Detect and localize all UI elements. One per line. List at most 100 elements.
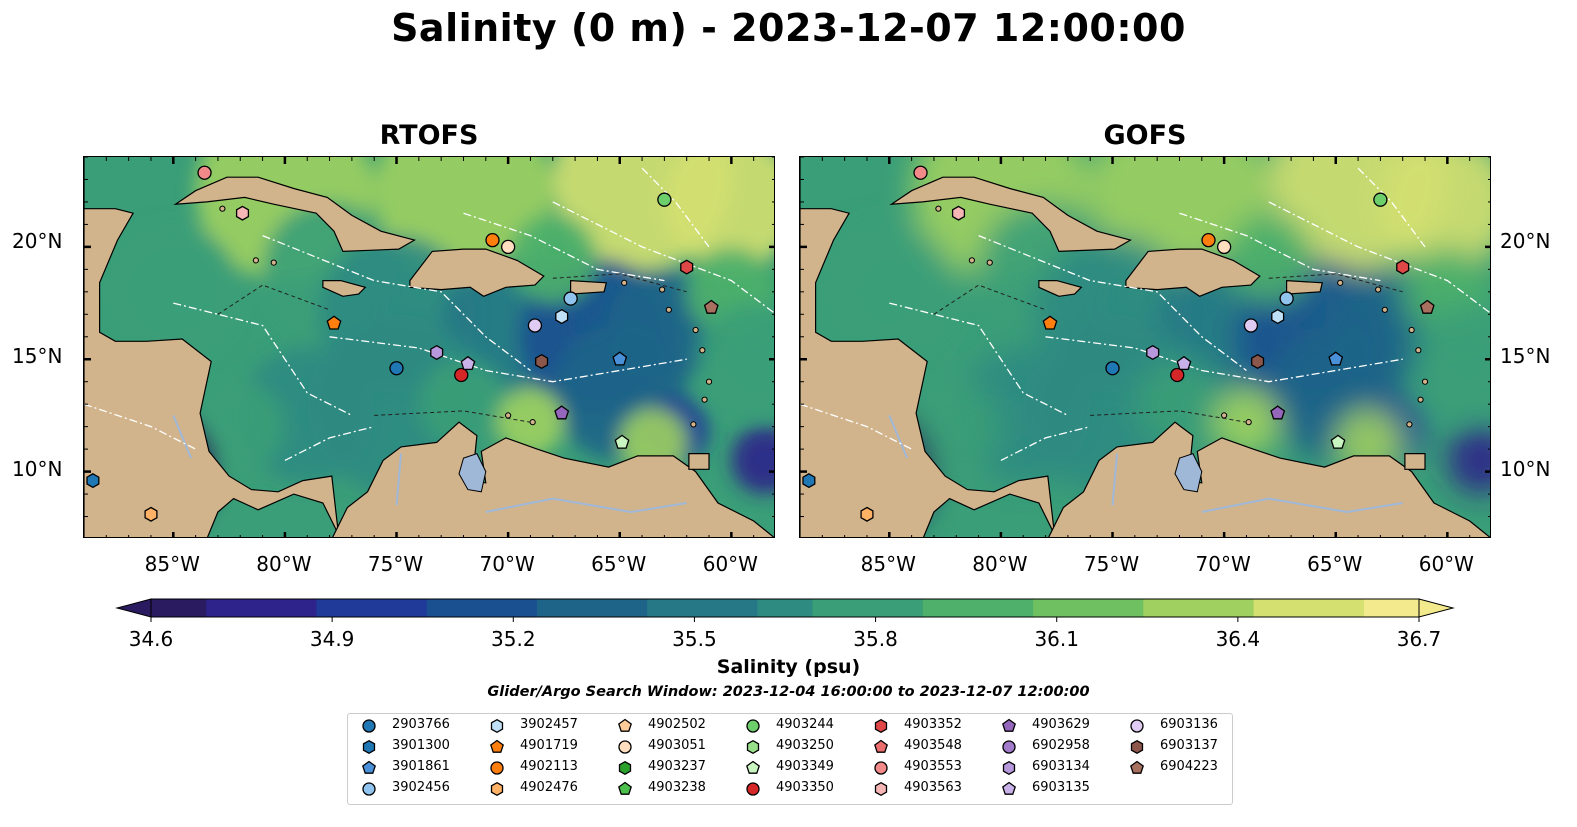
legend-marker-pentagon-icon[interactable]	[618, 781, 632, 795]
legend-label: 4903548	[904, 738, 962, 753]
legend-marker-circle-icon[interactable]	[1002, 740, 1016, 754]
float-marker-6904223[interactable]	[703, 299, 719, 314]
float-marker-2903766[interactable]	[389, 361, 404, 376]
panel-title-gofs: GOFS	[1103, 120, 1187, 151]
float-marker-3902457[interactable]	[1271, 308, 1285, 325]
float-marker-6903134[interactable]	[1146, 344, 1160, 361]
legend-marker-circle-icon[interactable]	[362, 719, 376, 733]
float-marker-6903137[interactable]	[1251, 353, 1265, 370]
colorbar-extend-min	[115, 598, 152, 618]
x-tick-gofs-5: 60°W	[1418, 552, 1474, 576]
map-panel-rtofs[interactable]	[83, 156, 775, 538]
float-marker-3901300[interactable]	[802, 473, 816, 489]
float-marker-3902456[interactable]	[563, 291, 578, 306]
legend-label: 4902476	[520, 780, 578, 795]
float-marker-6903135[interactable]	[460, 355, 476, 371]
float-marker-6903136[interactable]	[1243, 318, 1259, 333]
legend-marker-pentagon-icon[interactable]	[746, 760, 760, 774]
legend-marker-pentagon-icon[interactable]	[618, 718, 632, 732]
legend-marker-hexagon-icon[interactable]	[746, 739, 760, 755]
float-marker-3901861[interactable]	[1328, 351, 1344, 366]
float-marker-6903136[interactable]	[527, 318, 543, 333]
float-marker-4903350[interactable]	[1170, 367, 1185, 383]
legend-label: 4903244	[776, 717, 834, 732]
legend-label: 3901861	[392, 759, 450, 774]
legend-marker-pentagon-icon[interactable]	[1130, 760, 1144, 774]
legend-label: 6903136	[1160, 717, 1218, 732]
legend-marker-hexagon-icon[interactable]	[874, 781, 888, 797]
float-marker-4903553[interactable]	[197, 165, 212, 180]
x-tick-gofs-4: 65°W	[1307, 552, 1363, 576]
x-tick-gofs-2: 75°W	[1083, 552, 1140, 576]
legend-marker-hexagon-icon[interactable]	[490, 718, 504, 734]
legend-marker-hexagon-icon[interactable]	[1130, 739, 1144, 755]
x-tick-rtofs-5: 60°W	[702, 552, 758, 576]
colorbar-segment	[151, 599, 207, 617]
legend-marker-pentagon-icon[interactable]	[362, 760, 376, 774]
legend-marker-pentagon-icon[interactable]	[1002, 718, 1016, 732]
legend-label: 4903250	[776, 738, 834, 753]
float-marker-4902476[interactable]	[144, 506, 158, 522]
legend-marker-pentagon-icon[interactable]	[874, 739, 888, 753]
float-marker-4903629[interactable]	[1270, 405, 1286, 420]
legend-marker-circle-icon[interactable]	[1130, 719, 1144, 733]
float-marker-4903051[interactable]	[1216, 239, 1232, 255]
legend-marker-hexagon-icon[interactable]	[874, 718, 888, 734]
legend-marker-circle-icon[interactable]	[746, 782, 760, 796]
x-tick-rtofs-3: 70°W	[479, 552, 535, 576]
float-marker-6903134[interactable]	[430, 344, 444, 361]
float-marker-4903244[interactable]	[1373, 192, 1388, 207]
float-marker-4903563[interactable]	[235, 205, 250, 221]
float-marker-4902476[interactable]	[860, 506, 874, 522]
legend-marker-circle-icon[interactable]	[362, 782, 376, 796]
figure-title: Salinity (0 m) - 2023-12-07 12:00:00	[391, 6, 1186, 50]
float-marker-4903563[interactable]	[951, 205, 966, 221]
legend-marker-hexagon-icon[interactable]	[618, 760, 632, 776]
float-marker-3902456[interactable]	[1279, 291, 1294, 306]
colorbar-segment	[647, 599, 703, 617]
float-marker-4903051[interactable]	[500, 239, 516, 255]
colorbar-segment	[206, 599, 262, 617]
float-marker-4901719[interactable]	[1042, 315, 1058, 330]
float-marker-4902113[interactable]	[485, 232, 500, 248]
float-marker-4902113[interactable]	[1201, 232, 1216, 248]
y-tick-left-20n: 20°N	[12, 229, 63, 253]
y-tick-left-10n: 10°N	[12, 457, 63, 481]
legend-marker-circle-icon[interactable]	[746, 719, 760, 733]
legend-marker-pentagon-icon[interactable]	[490, 739, 504, 753]
colorbar-segment	[371, 599, 428, 617]
y-tick-right-20n: 20°N	[1500, 229, 1551, 253]
float-marker-4901719[interactable]	[326, 315, 342, 330]
legend-marker-hexagon-icon[interactable]	[490, 781, 504, 797]
float-marker-4903350[interactable]	[454, 367, 469, 383]
float-marker-4903352[interactable]	[1396, 259, 1410, 275]
float-marker-3901300[interactable]	[86, 473, 100, 489]
float-marker-4903349[interactable]	[1330, 434, 1346, 449]
x-tick-rtofs-0: 85°W	[144, 552, 200, 576]
float-marker-3901861[interactable]	[612, 351, 628, 366]
float-marker-3902457[interactable]	[555, 308, 569, 325]
float-marker-4903244[interactable]	[657, 192, 672, 207]
float-marker-4903349[interactable]	[614, 434, 630, 449]
float-marker-4903629[interactable]	[554, 405, 570, 420]
float-marker-4903352[interactable]	[680, 259, 694, 275]
x-tick-rtofs-2: 75°W	[367, 552, 424, 576]
float-marker-4903553[interactable]	[913, 165, 928, 180]
legend-marker-pentagon-icon[interactable]	[1002, 781, 1016, 795]
legend-marker-circle-icon[interactable]	[490, 761, 504, 775]
legend-label: 4901719	[520, 738, 578, 753]
legend-marker-circle-icon[interactable]	[874, 761, 888, 775]
legend-marker-circle-icon[interactable]	[618, 740, 632, 754]
legend-label: 4903349	[776, 759, 834, 774]
colorbar-segment	[1198, 599, 1255, 617]
legend-marker-hexagon-icon[interactable]	[1002, 760, 1016, 776]
colorbar-tick-6: 36.4	[1215, 627, 1261, 651]
legend-marker-hexagon-icon[interactable]	[362, 739, 376, 755]
float-marker-2903766[interactable]	[1105, 361, 1120, 376]
search-window-text: Glider/Argo Search Window: 2023-12-04 16…	[487, 684, 1090, 700]
map-panel-gofs[interactable]	[799, 156, 1491, 538]
legend-label: 4903051	[648, 738, 706, 753]
float-marker-6903135[interactable]	[1176, 355, 1192, 371]
float-marker-6904223[interactable]	[1419, 299, 1435, 314]
float-marker-6903137[interactable]	[535, 353, 549, 370]
